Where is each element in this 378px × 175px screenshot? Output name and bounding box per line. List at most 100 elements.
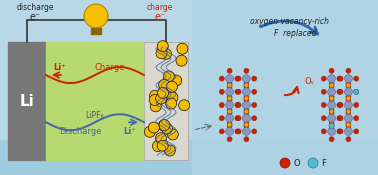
Circle shape xyxy=(227,137,232,142)
Circle shape xyxy=(228,96,232,101)
Circle shape xyxy=(252,89,257,94)
Text: e⁻: e⁻ xyxy=(155,12,166,22)
Circle shape xyxy=(330,83,334,87)
Circle shape xyxy=(244,68,249,73)
Circle shape xyxy=(321,89,326,94)
Circle shape xyxy=(308,158,318,168)
Circle shape xyxy=(226,101,234,109)
Circle shape xyxy=(157,140,168,151)
Bar xyxy=(144,42,188,160)
Circle shape xyxy=(228,109,232,114)
Circle shape xyxy=(242,127,250,135)
Circle shape xyxy=(159,120,170,131)
Circle shape xyxy=(252,76,257,81)
Circle shape xyxy=(328,127,336,135)
Bar xyxy=(0,140,378,175)
Circle shape xyxy=(328,88,336,96)
Circle shape xyxy=(346,137,351,142)
Circle shape xyxy=(338,116,343,121)
Text: e⁻: e⁻ xyxy=(29,12,40,22)
Circle shape xyxy=(337,76,342,81)
Circle shape xyxy=(156,48,167,59)
Circle shape xyxy=(321,116,326,121)
Circle shape xyxy=(252,103,257,107)
Circle shape xyxy=(158,87,169,98)
Circle shape xyxy=(244,124,249,128)
Circle shape xyxy=(227,82,232,86)
Bar xyxy=(8,42,188,160)
Circle shape xyxy=(346,82,351,86)
Circle shape xyxy=(354,116,359,121)
Circle shape xyxy=(280,158,290,168)
Circle shape xyxy=(244,96,249,101)
Circle shape xyxy=(236,89,241,94)
Circle shape xyxy=(176,55,187,66)
Circle shape xyxy=(330,123,334,127)
Circle shape xyxy=(236,103,241,107)
Circle shape xyxy=(244,82,249,86)
Text: Li⁺: Li⁺ xyxy=(54,64,66,72)
Circle shape xyxy=(226,114,234,122)
Circle shape xyxy=(244,84,249,89)
Bar xyxy=(192,0,378,175)
Circle shape xyxy=(321,76,326,81)
Circle shape xyxy=(346,83,350,87)
Circle shape xyxy=(236,116,241,121)
Circle shape xyxy=(235,76,240,81)
Circle shape xyxy=(226,88,234,96)
Circle shape xyxy=(338,103,343,107)
Circle shape xyxy=(328,114,336,122)
Circle shape xyxy=(329,97,334,102)
Circle shape xyxy=(166,81,178,92)
Circle shape xyxy=(242,75,250,83)
Circle shape xyxy=(346,110,351,115)
Circle shape xyxy=(338,129,343,134)
Circle shape xyxy=(252,116,257,121)
Text: F: F xyxy=(321,159,326,167)
Circle shape xyxy=(152,96,163,106)
Circle shape xyxy=(219,89,224,94)
Circle shape xyxy=(329,124,334,128)
Circle shape xyxy=(158,120,169,131)
Circle shape xyxy=(219,103,224,107)
Bar xyxy=(46,42,144,160)
Circle shape xyxy=(329,82,334,86)
Circle shape xyxy=(179,100,190,111)
Circle shape xyxy=(244,108,249,113)
Circle shape xyxy=(84,4,108,28)
Circle shape xyxy=(346,84,351,89)
Circle shape xyxy=(167,92,178,103)
Circle shape xyxy=(242,114,250,122)
Circle shape xyxy=(219,129,224,134)
Circle shape xyxy=(252,129,257,134)
Circle shape xyxy=(242,101,250,109)
Circle shape xyxy=(337,129,342,134)
Circle shape xyxy=(236,129,241,134)
Circle shape xyxy=(328,75,336,83)
Circle shape xyxy=(329,110,334,115)
Circle shape xyxy=(163,71,174,82)
Circle shape xyxy=(354,103,359,107)
Circle shape xyxy=(346,108,351,113)
Circle shape xyxy=(144,126,155,137)
Circle shape xyxy=(235,103,240,107)
Circle shape xyxy=(338,89,343,94)
Circle shape xyxy=(329,121,334,126)
Text: Discharge: Discharge xyxy=(59,127,101,136)
Circle shape xyxy=(228,83,232,87)
Circle shape xyxy=(346,109,350,114)
Circle shape xyxy=(167,129,178,140)
Text: O: O xyxy=(293,159,300,167)
Circle shape xyxy=(329,137,334,142)
Circle shape xyxy=(329,108,334,113)
Circle shape xyxy=(244,97,249,102)
Circle shape xyxy=(236,76,241,81)
Circle shape xyxy=(354,89,359,94)
Circle shape xyxy=(344,88,352,96)
Circle shape xyxy=(148,122,160,133)
Circle shape xyxy=(227,124,232,128)
Circle shape xyxy=(244,110,249,115)
Circle shape xyxy=(150,90,161,101)
Circle shape xyxy=(227,110,232,115)
Circle shape xyxy=(344,114,352,122)
